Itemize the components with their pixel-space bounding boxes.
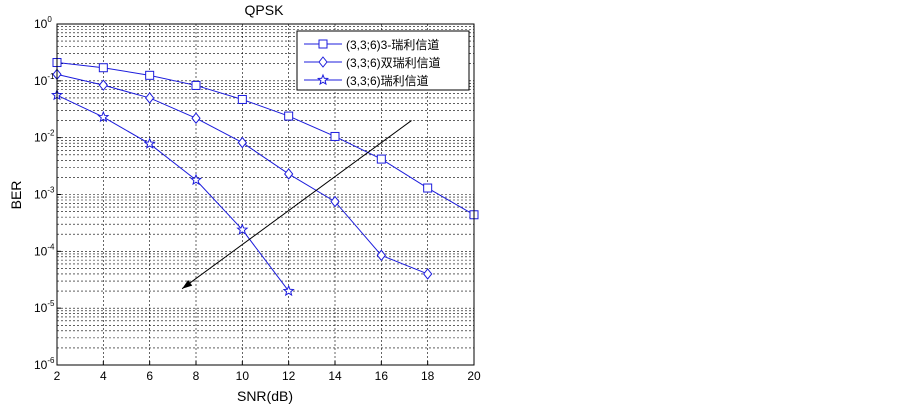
data-point-diamond: [423, 268, 433, 280]
series-line: [56, 62, 475, 216]
legend-label: (3,3;6)瑞利信道: [346, 74, 429, 88]
data-point-square: [423, 183, 433, 193]
x-tick-label: 8: [193, 369, 200, 383]
x-tick-label: 18: [421, 369, 435, 383]
x-tick-label: 14: [328, 369, 342, 383]
chart-title: QPSK: [245, 2, 285, 18]
y-tick-label: 10-1: [34, 72, 55, 88]
x-axis-ticks: 2 4 6 8 10 12 14 16 18 20: [54, 361, 481, 383]
legend: (3,3;6)3-瑞利信道 (3,3;6)双瑞利信道 (3,3;6)瑞利信道: [296, 30, 470, 91]
data-point-diamond: [284, 168, 294, 180]
data-point-diamond: [145, 92, 155, 104]
y-tick-label: 100: [34, 15, 52, 31]
y-tick-label: 10-3: [34, 186, 55, 202]
data-point-square: [191, 80, 201, 90]
x-tick-label: 6: [146, 369, 153, 383]
series-3: [50, 88, 295, 297]
x-tick-label: 2: [54, 369, 61, 383]
data-point-diamond: [330, 195, 340, 208]
data-point-square: [376, 154, 386, 164]
data-point-star: [236, 223, 249, 235]
data-point-square: [98, 63, 108, 73]
x-tick-label: 20: [467, 369, 481, 383]
x-tick-label: 10: [236, 369, 250, 383]
x-axis-label: SNR(dB): [237, 388, 293, 404]
y-axis-label: BER: [8, 181, 24, 210]
legend-label: (3,3;6)双瑞利信道: [346, 56, 441, 70]
x-tick-label: 16: [375, 369, 389, 383]
legend-item: (3,3;6)瑞利信道: [304, 73, 429, 88]
legend-label: (3,3;6)3-瑞利信道: [346, 38, 439, 52]
series-2: [52, 68, 433, 280]
y-tick-label: 10-6: [34, 356, 55, 372]
data-point-square: [318, 39, 328, 49]
series-line: [56, 94, 290, 292]
y-tick-label: 10-5: [34, 299, 55, 315]
data-point-star: [189, 173, 203, 186]
grid-lines: [57, 24, 474, 365]
annotation-arrow: [181, 120, 412, 290]
x-tick-label: 12: [282, 369, 296, 383]
data-point-star: [316, 73, 330, 86]
data-point-diamond: [318, 56, 328, 68]
data-point-diamond: [237, 136, 247, 149]
arrow-head: [182, 279, 193, 289]
data-point-diamond: [191, 112, 201, 125]
data-point-square: [284, 111, 294, 121]
legend-item: (3,3;6)双瑞利信道: [304, 56, 441, 70]
y-axis-ticks: 100 10-1 10-2 10-3 10-4 10-5 10-6: [34, 15, 61, 372]
data-point-star: [143, 137, 156, 149]
x-tick-label: 4: [100, 369, 107, 383]
arrow-shaft: [181, 120, 412, 290]
series-layer: [50, 58, 479, 297]
data-point-square: [145, 70, 155, 80]
data-point-square: [237, 94, 247, 104]
data-point-star: [282, 284, 295, 297]
y-tick-label: 10-2: [34, 129, 55, 145]
data-point-diamond: [376, 249, 386, 262]
y-tick-label: 10-4: [34, 242, 55, 258]
legend-item: (3,3;6)3-瑞利信道: [304, 38, 439, 52]
data-point-square: [330, 131, 340, 141]
data-point-diamond: [98, 79, 108, 91]
data-point-star: [97, 110, 110, 123]
